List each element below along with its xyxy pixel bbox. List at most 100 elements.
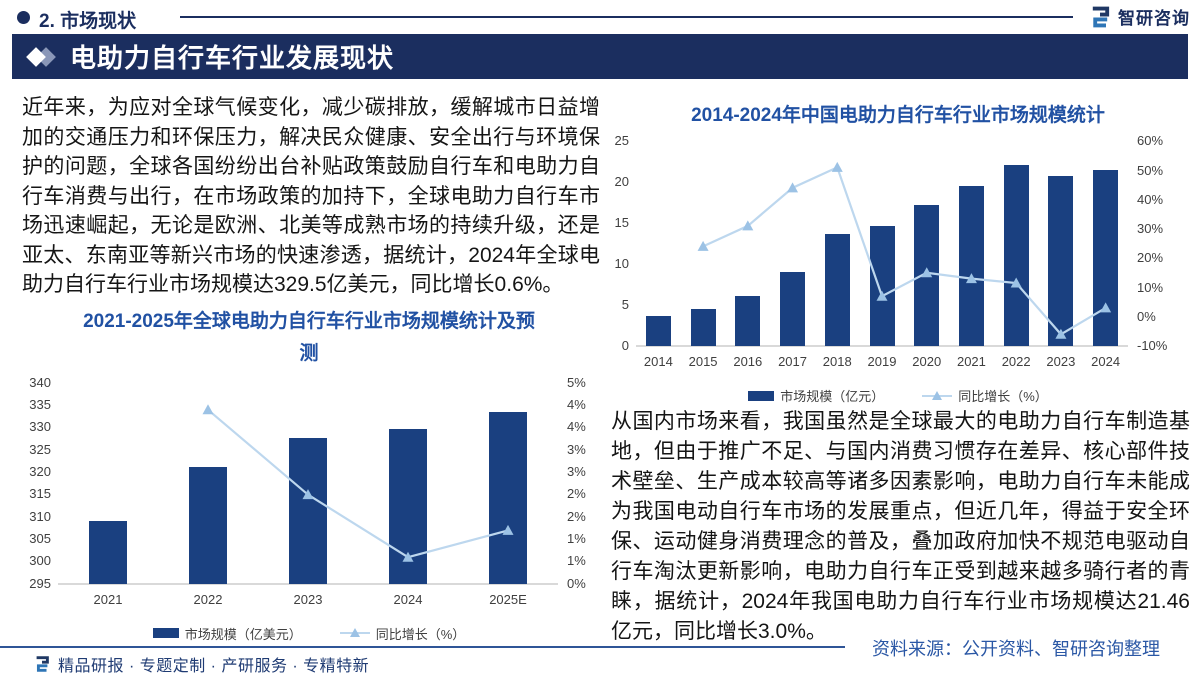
footer-rule xyxy=(0,646,845,648)
bar-swatch-icon xyxy=(748,390,775,401)
bar xyxy=(780,272,806,347)
x-axis-tick: 2021 xyxy=(93,591,123,607)
left-axis-tick: 300 xyxy=(29,553,51,569)
left-axis-tick: 330 xyxy=(29,419,51,435)
legend-label: 市场规模（亿元） xyxy=(780,389,885,405)
left-axis-tick: 335 xyxy=(29,396,51,412)
left-axis-tick: 310 xyxy=(29,508,51,524)
x-axis-tick: 2024 xyxy=(393,591,423,607)
diamond-icon xyxy=(26,46,60,67)
triangle-marker-icon xyxy=(1055,329,1067,340)
x-axis-tick: 2022 xyxy=(1001,354,1031,370)
right-axis-tick: 0% xyxy=(567,575,586,591)
brand-logo-text: 智研咨询 xyxy=(1118,9,1190,28)
left-axis-tick: 0 xyxy=(621,338,629,354)
growth-line xyxy=(207,408,509,558)
chart-title: 2021-2025年全球电助力自行车行业市场规模统计及预测 xyxy=(83,311,535,365)
growth-line xyxy=(702,166,1107,336)
left-axis-tick: 20 xyxy=(614,174,629,190)
right-axis-tick: 0% xyxy=(1137,309,1156,324)
triangle-marker-icon xyxy=(921,267,933,278)
left-axis-tick: 340 xyxy=(29,374,51,390)
footer-logo-icon xyxy=(36,656,49,672)
right-axis-tick: 30% xyxy=(1137,221,1164,237)
right-axis-tick: 40% xyxy=(1137,191,1164,207)
right-axis-tick: 1% xyxy=(567,530,586,546)
banner-title: 电助力自行车行业发展现状 xyxy=(70,43,395,73)
brand-logo-icon xyxy=(1092,6,1110,27)
left-axis-tick: 325 xyxy=(29,441,51,457)
triangle-marker-icon xyxy=(402,551,414,562)
left-axis-tick: 5 xyxy=(621,297,629,313)
triangle-marker-icon xyxy=(965,273,977,284)
left-axis-tick: 315 xyxy=(29,486,51,502)
legend-label: 同比增长（%） xyxy=(958,389,1048,405)
triangle-marker-icon xyxy=(502,524,514,535)
bar xyxy=(958,185,984,347)
chart-plot: 25 20 15 10 5 0 60% 50% 40% 30% 20% 10% 0% -10% 2014 20… xyxy=(608,133,1180,374)
x-axis-line xyxy=(636,345,1128,348)
triangle-marker-icon xyxy=(1010,277,1022,288)
triangle-marker-icon xyxy=(202,403,214,414)
global-market-chart: 2021-2025年全球电助力自行车行业市场规模统计及预测 340 335 330 3… xyxy=(20,306,598,643)
global-market-paragraph: 近年来，为应对全球气候变化，减少碳排放，缓解城市日益增加的交通压力和环保压力，解… xyxy=(22,96,600,296)
x-axis-tick: 2024 xyxy=(1091,354,1121,370)
x-axis-tick: 2023 xyxy=(293,591,323,607)
triangle-marker-icon xyxy=(697,241,709,252)
bar xyxy=(289,438,327,584)
bar xyxy=(869,225,895,347)
triangle-marker-icon xyxy=(302,488,314,499)
left-axis-tick: 25 xyxy=(614,133,629,149)
brand-logo: 智研咨询 xyxy=(1088,4,1190,29)
x-axis-tick: 2016 xyxy=(733,354,763,370)
right-axis-tick: 3% xyxy=(567,463,586,479)
right-axis-tick: 1% xyxy=(567,553,586,569)
x-axis-tick: 2022 xyxy=(193,591,223,607)
banner: 电助力自行车行业发展现状 xyxy=(12,34,1188,79)
triangle-marker-icon xyxy=(876,291,888,302)
x-axis-tick: 2020 xyxy=(912,354,942,370)
bar xyxy=(645,315,671,347)
x-axis-tick: 2015 xyxy=(688,354,718,370)
growth-line-series xyxy=(697,162,1112,340)
triangle-marker-icon xyxy=(932,390,943,400)
left-axis-tick: 320 xyxy=(29,463,51,479)
bar-swatch-icon xyxy=(152,628,179,639)
bar xyxy=(489,411,527,584)
right-axis-tick: 2% xyxy=(567,508,586,524)
chart-legend: 市场规模（亿美元） 同比增长（%） xyxy=(20,624,598,643)
left-axis-tick: 295 xyxy=(29,575,51,591)
bar xyxy=(1093,170,1119,347)
left-axis-tick: 10 xyxy=(614,256,629,272)
x-axis-tick: 2023 xyxy=(1046,354,1076,370)
chart-legend: 市场规模（亿元） 同比增长（%） xyxy=(608,386,1188,405)
chart-plot: 340 335 330 325 320 315 310 305 300 295 5% 4% 4% 3% 3%… xyxy=(20,375,598,612)
bar xyxy=(1048,175,1074,347)
right-axis-tick: 20% xyxy=(1137,250,1164,266)
x-axis-tick: 2025E xyxy=(489,591,527,607)
x-axis-tick: 2021 xyxy=(956,354,986,370)
bar xyxy=(735,296,761,347)
right-axis-tick: -10% xyxy=(1137,338,1168,354)
line-swatch-icon xyxy=(922,390,953,400)
left-axis-tick: 305 xyxy=(29,530,51,546)
top-header: 2. 市场现状 智研咨询 xyxy=(0,0,1200,34)
section-title: 2. 市场现状 xyxy=(39,11,137,32)
header-rule xyxy=(180,16,1073,18)
chart-title: 2014-2024年中国电助力自行车行业市场规模统计 xyxy=(691,105,1105,126)
right-axis-tick: 5% xyxy=(567,374,586,390)
triangle-marker-icon xyxy=(787,182,799,193)
bar xyxy=(189,467,227,584)
bar xyxy=(89,521,127,584)
right-axis-tick: 2% xyxy=(567,486,586,502)
x-axis-tick: 2017 xyxy=(778,354,807,370)
china-market-chart: 2014-2024年中国电助力自行车行业市场规模统计 25 20 15 10 5 0 60%… xyxy=(608,100,1188,405)
left-axis-tick: 15 xyxy=(614,215,629,231)
triangle-marker-icon xyxy=(1100,302,1112,313)
right-axis-tick: 10% xyxy=(1137,279,1164,295)
legend-item-line: 同比增长（%） xyxy=(922,386,1048,405)
x-axis-tick: 2014 xyxy=(643,354,673,370)
line-swatch-icon xyxy=(339,628,370,638)
legend-item-bar: 市场规模（亿美元） xyxy=(152,624,302,643)
